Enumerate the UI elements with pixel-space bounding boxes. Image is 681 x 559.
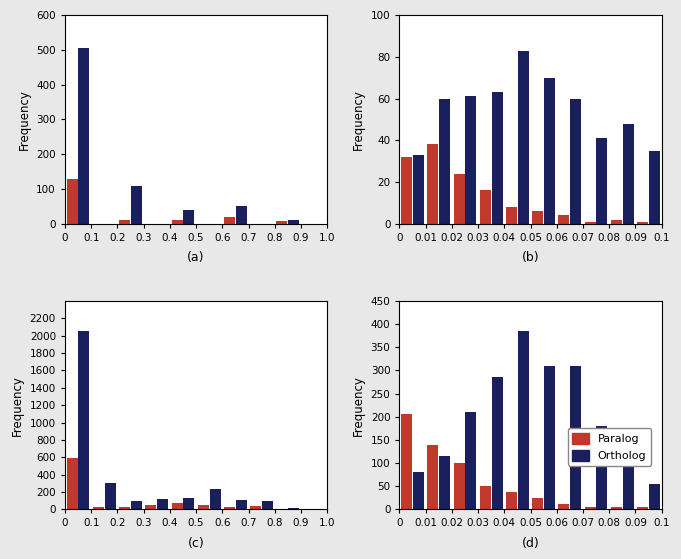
- Bar: [428, 444, 439, 509]
- Bar: [262, 501, 273, 509]
- Y-axis label: Frequency: Frequency: [11, 375, 24, 435]
- Bar: [439, 456, 450, 509]
- Bar: [480, 190, 491, 224]
- Bar: [558, 215, 569, 224]
- Bar: [637, 506, 648, 509]
- Bar: [428, 144, 439, 224]
- Bar: [401, 157, 412, 224]
- Bar: [622, 124, 634, 224]
- Bar: [67, 178, 78, 224]
- Bar: [78, 331, 89, 509]
- Bar: [210, 489, 221, 509]
- Bar: [544, 366, 555, 509]
- Bar: [183, 210, 194, 224]
- Bar: [570, 366, 582, 509]
- Legend: Paralog, Ortholog: Paralog, Ortholog: [568, 428, 651, 466]
- Bar: [663, 506, 674, 509]
- Bar: [506, 207, 517, 224]
- Bar: [288, 508, 299, 509]
- Bar: [93, 507, 104, 509]
- Bar: [183, 498, 194, 509]
- Bar: [224, 217, 235, 224]
- Bar: [570, 98, 582, 224]
- X-axis label: (b): (b): [522, 251, 539, 264]
- Bar: [197, 505, 209, 509]
- Y-axis label: Frequency: Frequency: [352, 375, 365, 435]
- Bar: [675, 178, 681, 224]
- Bar: [131, 501, 142, 509]
- Bar: [492, 377, 503, 509]
- Bar: [611, 220, 622, 224]
- X-axis label: (a): (a): [187, 251, 205, 264]
- Bar: [480, 486, 491, 509]
- Bar: [119, 220, 130, 224]
- Bar: [518, 50, 529, 224]
- Y-axis label: Frequency: Frequency: [352, 89, 365, 150]
- Bar: [533, 211, 543, 224]
- Bar: [454, 463, 464, 509]
- Bar: [465, 412, 477, 509]
- Bar: [131, 186, 142, 224]
- Bar: [518, 331, 529, 509]
- Bar: [236, 206, 247, 224]
- Bar: [105, 483, 116, 509]
- Bar: [78, 48, 89, 224]
- Bar: [597, 426, 607, 509]
- Bar: [622, 458, 634, 509]
- Bar: [413, 155, 424, 224]
- Bar: [637, 221, 648, 224]
- Bar: [288, 220, 299, 224]
- Bar: [224, 507, 235, 509]
- Bar: [67, 458, 78, 509]
- Bar: [558, 504, 569, 509]
- Bar: [172, 503, 183, 509]
- Bar: [157, 499, 168, 509]
- Bar: [492, 92, 503, 224]
- Bar: [611, 506, 622, 509]
- Bar: [250, 506, 262, 509]
- Bar: [413, 472, 424, 509]
- Bar: [172, 220, 183, 224]
- Bar: [506, 492, 517, 509]
- Bar: [649, 484, 660, 509]
- Bar: [544, 78, 555, 224]
- X-axis label: (d): (d): [522, 537, 539, 549]
- Bar: [145, 505, 157, 509]
- Bar: [439, 98, 450, 224]
- Bar: [119, 507, 130, 509]
- Bar: [597, 138, 607, 224]
- Y-axis label: Frequency: Frequency: [18, 89, 31, 150]
- Bar: [585, 506, 596, 509]
- Bar: [454, 174, 464, 224]
- Bar: [236, 500, 247, 509]
- Bar: [465, 97, 477, 224]
- Bar: [533, 498, 543, 509]
- Bar: [401, 414, 412, 509]
- X-axis label: (c): (c): [188, 537, 204, 549]
- Bar: [585, 221, 596, 224]
- Bar: [649, 151, 660, 224]
- Bar: [276, 221, 287, 224]
